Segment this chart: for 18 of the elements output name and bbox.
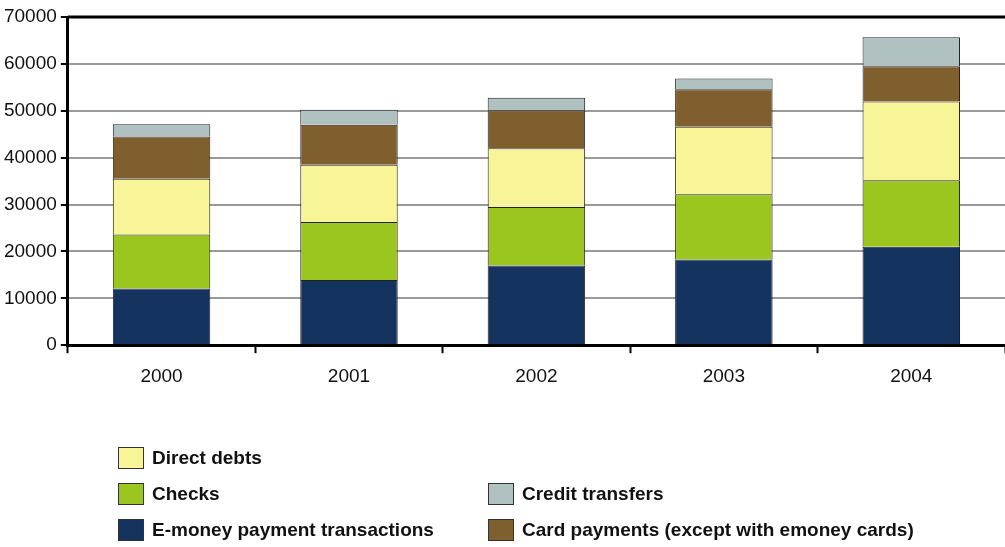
x-tick-label: 2003	[702, 364, 745, 386]
y-tick-label: 20000	[3, 239, 57, 261]
legend-label: Checks	[152, 483, 220, 505]
y-tick-label: 70000	[3, 5, 57, 27]
y-tick-label: 0	[46, 333, 57, 355]
legend-label: E-money payment transactions	[152, 519, 434, 541]
x-tick-label: 2001	[327, 364, 371, 386]
y-tick-label: 60000	[3, 52, 57, 74]
y-tick-label: 30000	[3, 192, 57, 214]
legend-label: Card payments (except with emoney cards)	[522, 519, 914, 541]
legend-label: Credit transfers	[522, 483, 664, 505]
y-tick-label: 40000	[3, 145, 57, 167]
legend-label: Direct debts	[152, 447, 262, 469]
y-tick-label: 10000	[3, 286, 57, 308]
x-tick-label: 2000	[140, 364, 183, 386]
x-tick-label: 2002	[515, 364, 558, 386]
y-tick-label: 50000	[3, 99, 57, 121]
x-tick-label: 2004	[890, 364, 933, 386]
